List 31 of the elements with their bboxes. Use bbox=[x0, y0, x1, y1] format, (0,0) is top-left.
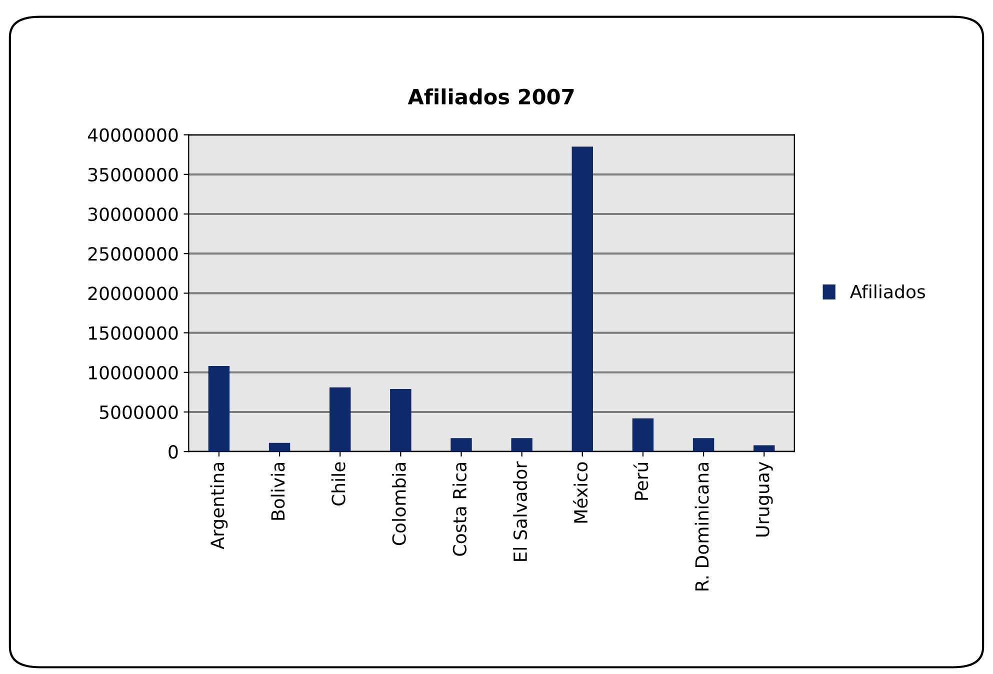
bar bbox=[268, 442, 290, 452]
x-tick-label: Bolivia bbox=[270, 462, 285, 520]
bar bbox=[208, 366, 230, 452]
y-tick-label: 30000000 bbox=[88, 207, 178, 222]
x-tick-label: R. Dominicana bbox=[694, 462, 709, 590]
x-tick-label: Perú bbox=[634, 462, 648, 500]
bar bbox=[754, 445, 775, 452]
y-tick-label: 25000000 bbox=[88, 247, 178, 261]
y-tick-label: 0 bbox=[168, 445, 178, 459]
y-tick-label: 35000000 bbox=[88, 168, 178, 182]
x-tick-label: El Salvador bbox=[513, 461, 528, 561]
y-tick-label: 40000000 bbox=[88, 128, 178, 142]
x-tick-label: Uruguay bbox=[756, 462, 773, 536]
y-tick-label: 10000000 bbox=[89, 366, 178, 380]
bar bbox=[330, 387, 351, 452]
y-tick-label: 5000000 bbox=[100, 405, 178, 420]
y-tick-label: 20000000 bbox=[88, 286, 178, 300]
bar bbox=[692, 438, 714, 452]
x-tick-label: Costa Rica bbox=[452, 462, 466, 556]
bar bbox=[632, 418, 654, 452]
x-tick-label: México bbox=[572, 462, 588, 523]
bar bbox=[390, 389, 412, 452]
bar bbox=[511, 438, 532, 452]
x-tick-label: Colombia bbox=[392, 462, 406, 546]
x-tick-label: Chile bbox=[331, 462, 346, 506]
legend-label: Afiliados bbox=[850, 284, 926, 298]
bar bbox=[572, 146, 593, 452]
chart-title: Afiliados 2007 bbox=[408, 88, 574, 105]
x-tick-label: Argentina bbox=[210, 462, 228, 550]
bar bbox=[450, 438, 472, 452]
y-tick-label: 15000000 bbox=[89, 326, 178, 340]
